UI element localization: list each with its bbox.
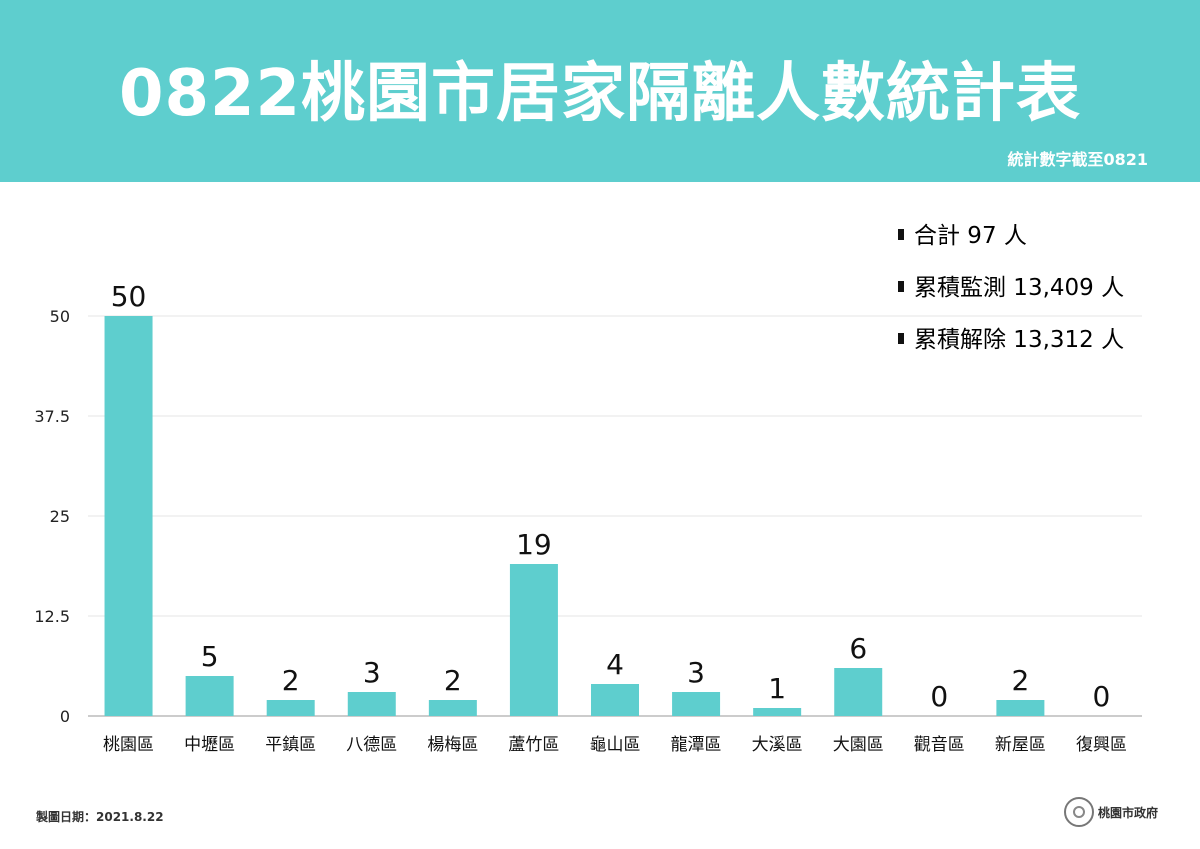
bar: [266, 700, 315, 716]
data-label: 0: [930, 680, 948, 713]
header-banner: 0822桃園市居家隔離人數統計表 統計數字截至0821: [0, 0, 1200, 182]
x-tick-label: 楊梅區: [427, 735, 478, 755]
bar: [591, 684, 639, 716]
bar: [672, 692, 721, 716]
bullet-icon: [898, 281, 904, 292]
data-label: 6: [849, 632, 867, 665]
bar: [428, 700, 477, 716]
summary-released: 累積解除 13,312 人: [898, 320, 1124, 372]
summary-monitored: 累積監測 13,409 人: [898, 268, 1124, 320]
data-label: 5: [201, 640, 219, 673]
summary-monitored-text: 累積監測 13,409 人: [914, 275, 1125, 301]
data-label: 19: [516, 528, 552, 561]
x-tick-label: 新屋區: [995, 735, 1046, 755]
summary-released-text: 累積解除 13,312 人: [914, 327, 1125, 353]
x-tick-label: 龍潭區: [671, 735, 722, 755]
x-tick-label: 大溪區: [752, 735, 803, 755]
data-label: 1: [768, 672, 786, 705]
data-label: 0: [1093, 680, 1111, 713]
seal-icon: [1064, 797, 1094, 827]
x-tick-label: 平鎮區: [265, 735, 316, 755]
summary-total: 合計 97 人: [898, 216, 1124, 268]
bar: [185, 676, 234, 716]
y-tick-label: 12.5: [34, 607, 70, 626]
bar: [104, 316, 153, 716]
government-logo: 桃園市政府: [1064, 797, 1158, 827]
data-label: 2: [444, 664, 462, 697]
bar: [509, 564, 558, 716]
data-label: 2: [1011, 664, 1029, 697]
bar: [753, 708, 802, 716]
y-tick-label: 50: [50, 307, 70, 326]
summary-list: 合計 97 人 累積監測 13,409 人 累積解除 13,312 人: [898, 216, 1124, 372]
x-tick-label: 八德區: [346, 735, 397, 755]
summary-total-text: 合計 97 人: [914, 223, 1027, 249]
y-tick-label: 0: [60, 707, 70, 726]
data-label: 3: [363, 656, 381, 689]
data-label: 3: [687, 656, 705, 689]
bar: [996, 700, 1045, 716]
page-title: 0822桃園市居家隔離人數統計表: [118, 57, 1082, 131]
bullet-icon: [898, 333, 904, 344]
x-tick-label: 蘆竹區: [508, 735, 559, 755]
bar: [834, 668, 883, 716]
page-subtitle: 統計數字截至0821: [1007, 150, 1148, 169]
y-tick-label: 25: [50, 507, 70, 526]
x-tick-label: 中壢區: [184, 735, 235, 755]
x-tick-label: 大園區: [833, 735, 884, 755]
bullet-icon: [898, 229, 904, 240]
data-label: 4: [606, 648, 624, 681]
x-tick-label: 桃園區: [103, 735, 154, 755]
data-label: 50: [111, 280, 147, 313]
data-label: 2: [282, 664, 300, 697]
x-tick-label: 復興區: [1076, 735, 1127, 755]
logo-text: 桃園市政府: [1098, 805, 1159, 820]
footer-date: 製圖日期：2021.8.22: [36, 810, 164, 824]
x-tick-label: 觀音區: [914, 735, 965, 755]
bar: [347, 692, 396, 716]
y-tick-label: 37.5: [34, 407, 70, 426]
x-tick-label: 龜山區: [590, 735, 641, 755]
